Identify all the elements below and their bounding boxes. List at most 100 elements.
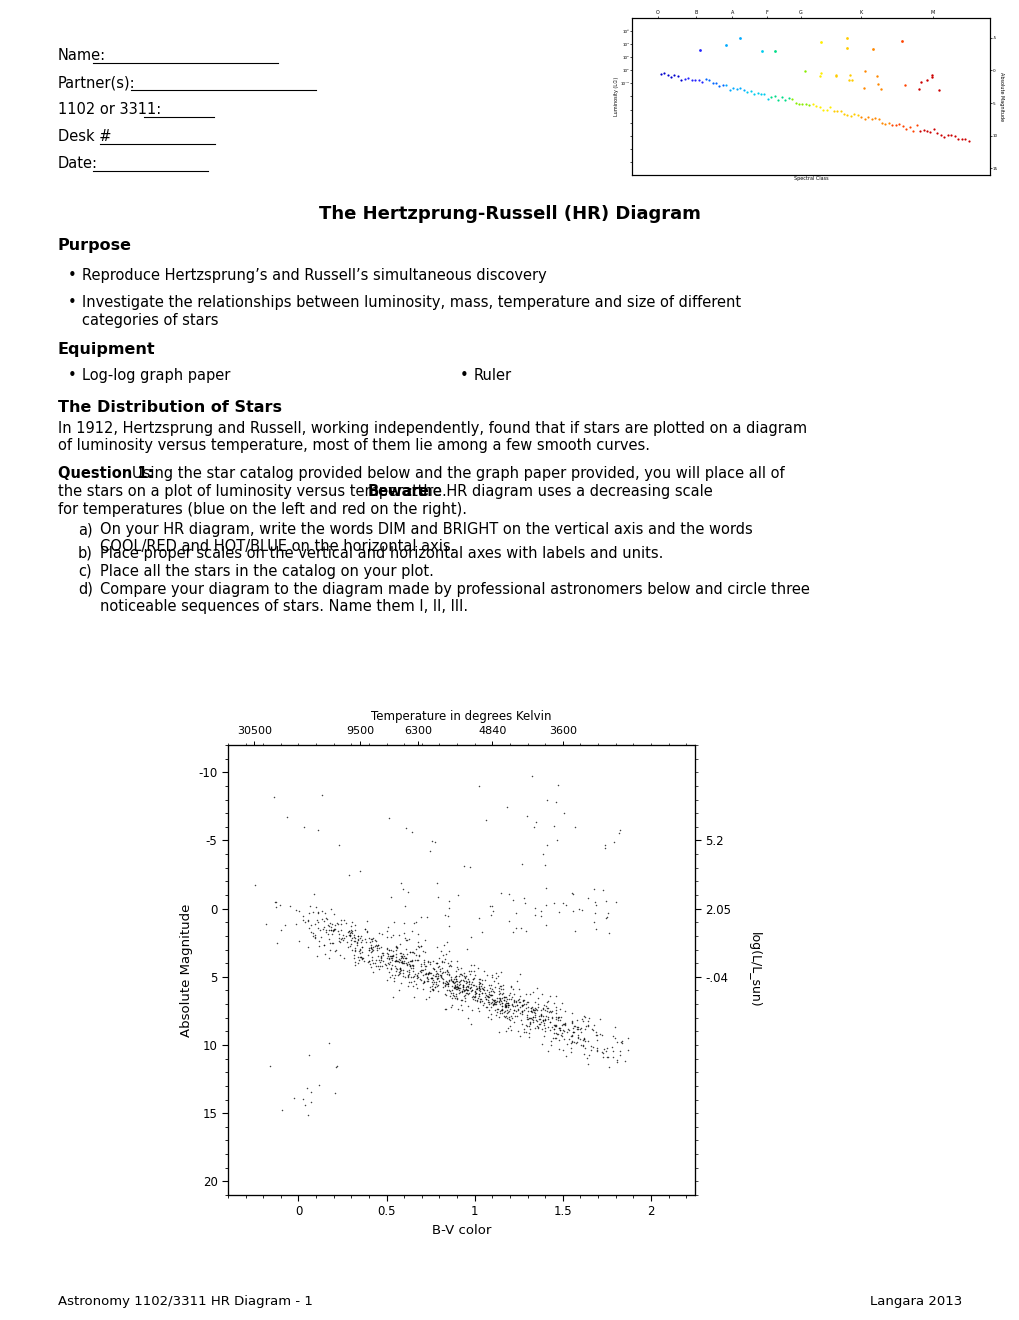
Point xyxy=(419,968,435,989)
Point xyxy=(455,966,472,987)
Point xyxy=(841,70,857,91)
Point xyxy=(360,937,376,958)
Point xyxy=(588,1022,604,1043)
Point xyxy=(547,1015,564,1036)
Point xyxy=(454,974,471,995)
Point xyxy=(572,1018,588,1039)
Point xyxy=(547,1022,564,1043)
Point xyxy=(463,927,479,948)
Point xyxy=(482,985,498,1006)
Point xyxy=(369,945,385,966)
Point xyxy=(447,961,464,982)
Point xyxy=(420,950,436,972)
Point xyxy=(564,1031,580,1052)
Point xyxy=(504,921,521,942)
Point xyxy=(441,981,458,1002)
Point xyxy=(386,912,403,933)
Point xyxy=(594,1047,610,1068)
Point xyxy=(495,1005,512,1026)
Point xyxy=(503,987,520,1008)
Point xyxy=(324,933,340,954)
Point xyxy=(480,982,496,1003)
Point xyxy=(386,954,403,975)
Point xyxy=(839,37,855,58)
Point xyxy=(449,884,466,906)
Point xyxy=(841,65,857,86)
Point xyxy=(550,1018,567,1039)
Point xyxy=(424,968,440,989)
Point xyxy=(559,1019,576,1040)
Point xyxy=(465,968,481,989)
Point xyxy=(411,937,427,958)
Point xyxy=(401,956,418,977)
Point xyxy=(432,965,448,986)
Text: b): b) xyxy=(77,546,93,561)
Point xyxy=(470,1001,486,1022)
Point xyxy=(314,908,330,929)
Point xyxy=(471,969,487,990)
Point xyxy=(477,983,493,1005)
Point xyxy=(575,1030,591,1051)
Point xyxy=(507,1001,524,1022)
Point xyxy=(486,977,502,998)
Point xyxy=(424,950,440,972)
Point xyxy=(530,994,546,1015)
Point xyxy=(434,945,450,966)
Point xyxy=(330,931,346,952)
Point xyxy=(534,998,550,1019)
Point xyxy=(616,1051,633,1072)
Point xyxy=(397,929,414,950)
Point xyxy=(465,985,481,1006)
Point xyxy=(331,932,347,953)
Point xyxy=(342,933,359,954)
Point xyxy=(545,1019,561,1040)
Point xyxy=(766,41,783,62)
Point xyxy=(346,954,363,975)
Point xyxy=(354,941,370,962)
Point xyxy=(570,1026,586,1047)
Point xyxy=(518,920,534,941)
Point xyxy=(547,999,564,1020)
Point xyxy=(465,989,481,1010)
Point xyxy=(485,995,501,1016)
Point xyxy=(541,1011,557,1032)
Point xyxy=(483,1003,499,1024)
Point xyxy=(454,975,471,997)
Point xyxy=(607,891,624,912)
Point xyxy=(363,931,379,952)
Point xyxy=(490,1006,506,1027)
Point xyxy=(518,1005,534,1026)
Point xyxy=(383,949,399,970)
Point xyxy=(446,987,463,1008)
Point xyxy=(352,861,368,882)
Point xyxy=(949,129,965,150)
Point xyxy=(459,939,475,960)
Point xyxy=(490,981,506,1002)
Point xyxy=(423,968,439,989)
Point xyxy=(427,960,443,981)
Point xyxy=(273,1100,289,1121)
Point xyxy=(370,935,386,956)
Point xyxy=(935,127,952,148)
Point xyxy=(422,968,438,989)
Point xyxy=(569,1032,585,1053)
Point xyxy=(427,974,443,995)
Point xyxy=(427,952,443,973)
Point xyxy=(572,1018,588,1039)
Point xyxy=(410,931,426,952)
Point xyxy=(328,1056,344,1077)
Point xyxy=(529,1011,545,1032)
Point xyxy=(576,1019,592,1040)
Point xyxy=(301,1044,317,1065)
Point xyxy=(266,891,282,912)
Point xyxy=(904,120,920,141)
Point xyxy=(551,1020,568,1041)
Point xyxy=(564,1012,580,1034)
Point xyxy=(554,1040,571,1061)
Point xyxy=(491,990,507,1011)
Point xyxy=(451,982,468,1003)
Point xyxy=(417,964,433,985)
Point xyxy=(427,832,443,853)
Point xyxy=(425,974,441,995)
Point xyxy=(406,942,422,964)
